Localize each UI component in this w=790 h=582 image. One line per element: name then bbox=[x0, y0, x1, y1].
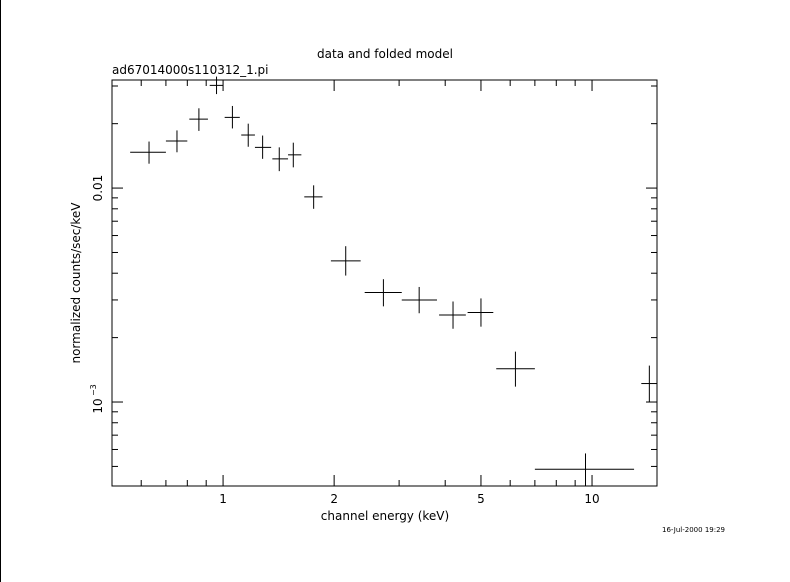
data-point bbox=[224, 105, 240, 129]
x-tick-label: 10 bbox=[584, 492, 599, 506]
data-point bbox=[304, 185, 323, 209]
data-point bbox=[467, 298, 494, 327]
data-point bbox=[130, 141, 166, 164]
x-tick-label: 2 bbox=[330, 492, 338, 506]
data-points bbox=[130, 76, 657, 486]
y-tick-label-group: 0.01 bbox=[91, 175, 105, 202]
data-point bbox=[254, 135, 272, 159]
data-point bbox=[364, 279, 402, 307]
y-tick-label-group: 10−3 bbox=[89, 384, 105, 413]
y-axis-label: normalized counts/sec/keV bbox=[69, 202, 83, 364]
y-tick-label: 10 bbox=[91, 398, 105, 413]
data-point bbox=[330, 246, 361, 276]
data-point bbox=[401, 286, 437, 314]
x-tick-label: 1 bbox=[219, 492, 227, 506]
data-point bbox=[209, 76, 224, 95]
data-point bbox=[288, 142, 302, 168]
chart-subtitle: ad67014000s110312_1.pi bbox=[112, 63, 269, 77]
axis-ticks bbox=[111, 80, 657, 486]
data-point bbox=[272, 147, 289, 172]
y-tick-label: 0.01 bbox=[91, 175, 105, 202]
timestamp: 16-Jul-2000 19:29 bbox=[662, 526, 725, 534]
chart-title: data and folded model bbox=[317, 47, 453, 61]
data-point bbox=[641, 365, 657, 403]
data-point bbox=[241, 123, 255, 147]
y-tick-exponent: −3 bbox=[89, 384, 98, 396]
window-left-border bbox=[0, 0, 1, 582]
x-tick-label: 5 bbox=[477, 492, 485, 506]
data-point bbox=[165, 130, 188, 153]
data-point bbox=[439, 301, 466, 329]
x-axis-label: channel energy (keV) bbox=[321, 509, 449, 523]
data-point bbox=[534, 453, 635, 486]
plot-frame bbox=[111, 79, 658, 487]
data-point bbox=[496, 351, 535, 387]
data-point bbox=[189, 108, 208, 131]
